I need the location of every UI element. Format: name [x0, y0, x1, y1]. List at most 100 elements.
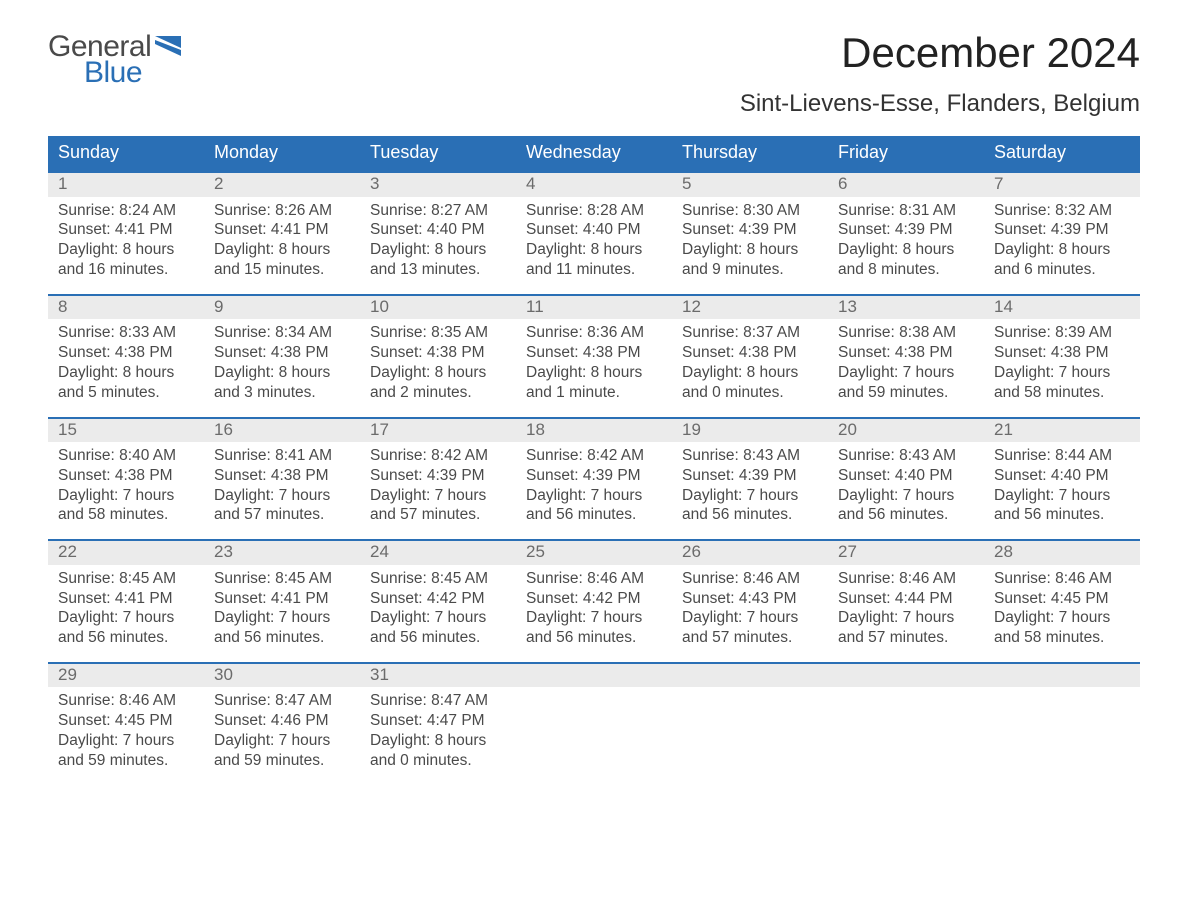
week-row: 1Sunrise: 8:24 AMSunset: 4:41 PMDaylight…: [48, 171, 1140, 280]
day-number: [828, 662, 984, 687]
day-number: 6: [828, 171, 984, 196]
day-body: Sunrise: 8:45 AMSunset: 4:42 PMDaylight:…: [366, 565, 510, 648]
daylight: Daylight: 7 hours and 57 minutes.: [682, 608, 818, 648]
sunrise: Sunrise: 8:27 AM: [370, 201, 506, 221]
day-cell: 4Sunrise: 8:28 AMSunset: 4:40 PMDaylight…: [516, 171, 672, 280]
day-number: [516, 662, 672, 687]
week-row: 8Sunrise: 8:33 AMSunset: 4:38 PMDaylight…: [48, 294, 1140, 403]
daylight: Daylight: 7 hours and 56 minutes.: [682, 486, 818, 526]
sunset: Sunset: 4:38 PM: [994, 343, 1130, 363]
day-number: 13: [828, 294, 984, 319]
daylight: Daylight: 7 hours and 56 minutes.: [370, 608, 506, 648]
daylight: Daylight: 8 hours and 3 minutes.: [214, 363, 350, 403]
sunset: Sunset: 4:41 PM: [58, 589, 194, 609]
week-row: 29Sunrise: 8:46 AMSunset: 4:45 PMDayligh…: [48, 662, 1140, 771]
day-cell: 30Sunrise: 8:47 AMSunset: 4:46 PMDayligh…: [204, 662, 360, 771]
day-number: 1: [48, 171, 204, 196]
day-cell: 10Sunrise: 8:35 AMSunset: 4:38 PMDayligh…: [360, 294, 516, 403]
sunset: Sunset: 4:38 PM: [214, 466, 350, 486]
sunrise: Sunrise: 8:46 AM: [682, 569, 818, 589]
day-number: 12: [672, 294, 828, 319]
sunset: Sunset: 4:39 PM: [838, 220, 974, 240]
day-number: 2: [204, 171, 360, 196]
day-cell: 3Sunrise: 8:27 AMSunset: 4:40 PMDaylight…: [360, 171, 516, 280]
day-cell: 19Sunrise: 8:43 AMSunset: 4:39 PMDayligh…: [672, 417, 828, 526]
sunrise: Sunrise: 8:24 AM: [58, 201, 194, 221]
day-body: Sunrise: 8:33 AMSunset: 4:38 PMDaylight:…: [54, 319, 198, 402]
day-number: 22: [48, 539, 204, 564]
daylight: Daylight: 7 hours and 58 minutes.: [58, 486, 194, 526]
daylight: Daylight: 7 hours and 58 minutes.: [994, 608, 1130, 648]
day-body: Sunrise: 8:43 AMSunset: 4:40 PMDaylight:…: [834, 442, 978, 525]
day-body: Sunrise: 8:44 AMSunset: 4:40 PMDaylight:…: [990, 442, 1134, 525]
daylight: Daylight: 7 hours and 56 minutes.: [526, 486, 662, 526]
day-cell: 16Sunrise: 8:41 AMSunset: 4:38 PMDayligh…: [204, 417, 360, 526]
daylight: Daylight: 8 hours and 0 minutes.: [682, 363, 818, 403]
day-number: [984, 662, 1140, 687]
sunrise: Sunrise: 8:47 AM: [370, 691, 506, 711]
day-cell: 11Sunrise: 8:36 AMSunset: 4:38 PMDayligh…: [516, 294, 672, 403]
day-number: 25: [516, 539, 672, 564]
day-number: 11: [516, 294, 672, 319]
daylight: Daylight: 7 hours and 57 minutes.: [214, 486, 350, 526]
day-cell: 28Sunrise: 8:46 AMSunset: 4:45 PMDayligh…: [984, 539, 1140, 648]
day-body: Sunrise: 8:45 AMSunset: 4:41 PMDaylight:…: [54, 565, 198, 648]
sunset: Sunset: 4:41 PM: [214, 589, 350, 609]
sunset: Sunset: 4:38 PM: [370, 343, 506, 363]
sunset: Sunset: 4:39 PM: [682, 466, 818, 486]
day-body: Sunrise: 8:41 AMSunset: 4:38 PMDaylight:…: [210, 442, 354, 525]
day-number: 29: [48, 662, 204, 687]
daylight: Daylight: 7 hours and 59 minutes.: [58, 731, 194, 771]
day-cell: 18Sunrise: 8:42 AMSunset: 4:39 PMDayligh…: [516, 417, 672, 526]
daylight: Daylight: 8 hours and 15 minutes.: [214, 240, 350, 280]
day-cell: 23Sunrise: 8:45 AMSunset: 4:41 PMDayligh…: [204, 539, 360, 648]
daylight: Daylight: 8 hours and 5 minutes.: [58, 363, 194, 403]
day-body: Sunrise: 8:30 AMSunset: 4:39 PMDaylight:…: [678, 197, 822, 280]
day-cell: 7Sunrise: 8:32 AMSunset: 4:39 PMDaylight…: [984, 171, 1140, 280]
day-cell: 2Sunrise: 8:26 AMSunset: 4:41 PMDaylight…: [204, 171, 360, 280]
day-cell: 22Sunrise: 8:45 AMSunset: 4:41 PMDayligh…: [48, 539, 204, 648]
day-number: 3: [360, 171, 516, 196]
day-number: 5: [672, 171, 828, 196]
sunset: Sunset: 4:40 PM: [838, 466, 974, 486]
daylight: Daylight: 7 hours and 56 minutes.: [214, 608, 350, 648]
day-body: Sunrise: 8:35 AMSunset: 4:38 PMDaylight:…: [366, 319, 510, 402]
sunrise: Sunrise: 8:42 AM: [526, 446, 662, 466]
sunrise: Sunrise: 8:26 AM: [214, 201, 350, 221]
day-number: 16: [204, 417, 360, 442]
day-cell: 15Sunrise: 8:40 AMSunset: 4:38 PMDayligh…: [48, 417, 204, 526]
day-cell: [984, 662, 1140, 771]
day-body: Sunrise: 8:39 AMSunset: 4:38 PMDaylight:…: [990, 319, 1134, 402]
day-body: Sunrise: 8:45 AMSunset: 4:41 PMDaylight:…: [210, 565, 354, 648]
weekday-fri: Friday: [828, 136, 984, 171]
daylight: Daylight: 8 hours and 0 minutes.: [370, 731, 506, 771]
daylight: Daylight: 7 hours and 58 minutes.: [994, 363, 1130, 403]
sunrise: Sunrise: 8:45 AM: [370, 569, 506, 589]
day-body: Sunrise: 8:43 AMSunset: 4:39 PMDaylight:…: [678, 442, 822, 525]
sunset: Sunset: 4:39 PM: [682, 220, 818, 240]
daylight: Daylight: 7 hours and 57 minutes.: [370, 486, 506, 526]
week-row: 22Sunrise: 8:45 AMSunset: 4:41 PMDayligh…: [48, 539, 1140, 648]
day-body: Sunrise: 8:38 AMSunset: 4:38 PMDaylight:…: [834, 319, 978, 402]
sunset: Sunset: 4:38 PM: [838, 343, 974, 363]
day-cell: 12Sunrise: 8:37 AMSunset: 4:38 PMDayligh…: [672, 294, 828, 403]
sunrise: Sunrise: 8:45 AM: [214, 569, 350, 589]
sunset: Sunset: 4:44 PM: [838, 589, 974, 609]
location: Sint-Lievens-Esse, Flanders, Belgium: [740, 90, 1140, 118]
day-body: Sunrise: 8:47 AMSunset: 4:46 PMDaylight:…: [210, 687, 354, 770]
sunrise: Sunrise: 8:44 AM: [994, 446, 1130, 466]
daylight: Daylight: 8 hours and 11 minutes.: [526, 240, 662, 280]
day-body: Sunrise: 8:42 AMSunset: 4:39 PMDaylight:…: [522, 442, 666, 525]
day-number: [672, 662, 828, 687]
day-body: Sunrise: 8:46 AMSunset: 4:45 PMDaylight:…: [990, 565, 1134, 648]
sunset: Sunset: 4:42 PM: [370, 589, 506, 609]
day-number: 14: [984, 294, 1140, 319]
sunrise: Sunrise: 8:37 AM: [682, 323, 818, 343]
sunrise: Sunrise: 8:45 AM: [58, 569, 194, 589]
day-cell: 8Sunrise: 8:33 AMSunset: 4:38 PMDaylight…: [48, 294, 204, 403]
sunrise: Sunrise: 8:38 AM: [838, 323, 974, 343]
sunrise: Sunrise: 8:35 AM: [370, 323, 506, 343]
sunrise: Sunrise: 8:36 AM: [526, 323, 662, 343]
sunrise: Sunrise: 8:30 AM: [682, 201, 818, 221]
sunrise: Sunrise: 8:43 AM: [838, 446, 974, 466]
